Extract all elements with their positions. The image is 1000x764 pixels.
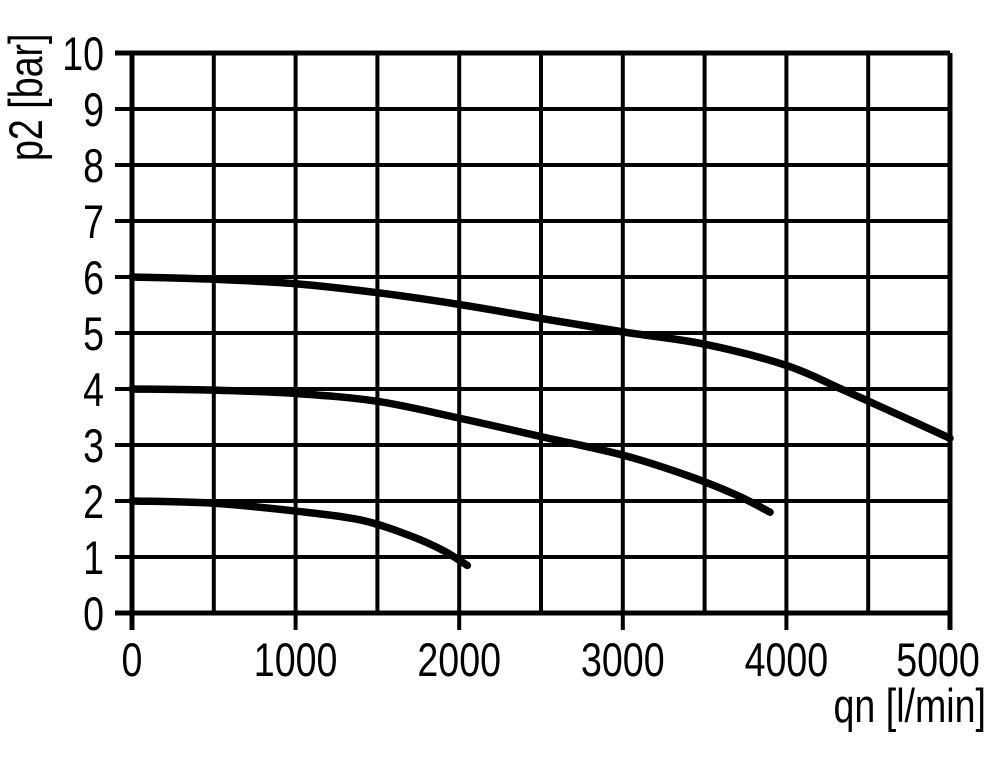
grid-layer — [115, 50, 953, 630]
y-tick-label-0: 0 — [83, 588, 104, 641]
x-axis-label: qn [l/min] — [833, 680, 986, 733]
y-tick-label-4: 4 — [83, 364, 104, 417]
x-tick-label-2000: 2000 — [417, 634, 501, 687]
curve-layer — [128, 273, 954, 570]
flow-curve-4bar — [128, 385, 774, 516]
y-tick-label-3: 3 — [83, 420, 104, 473]
y-tick-label-7: 7 — [83, 196, 104, 249]
y-tick-label-2: 2 — [83, 476, 104, 529]
y-tick-label-10: 10 — [62, 28, 104, 81]
y-tick-label-1: 1 — [83, 532, 104, 585]
y-tick-label-8: 8 — [83, 140, 104, 193]
y-tick-label-9: 9 — [83, 84, 104, 137]
x-tick-label-1000: 1000 — [254, 634, 338, 687]
x-tick-label-4000: 4000 — [745, 634, 829, 687]
x-tick-label-0: 0 — [122, 634, 143, 687]
y-tick-label-5: 5 — [83, 308, 104, 361]
y-tick-label-6: 6 — [83, 252, 104, 305]
x-tick-label-3000: 3000 — [581, 634, 665, 687]
y-axis-label: p2 [bar] — [0, 34, 53, 161]
flow-curve-6bar — [128, 273, 954, 443]
flow-curve-2bar — [128, 497, 472, 570]
x-tick-label-5000: 5000 — [896, 634, 980, 687]
